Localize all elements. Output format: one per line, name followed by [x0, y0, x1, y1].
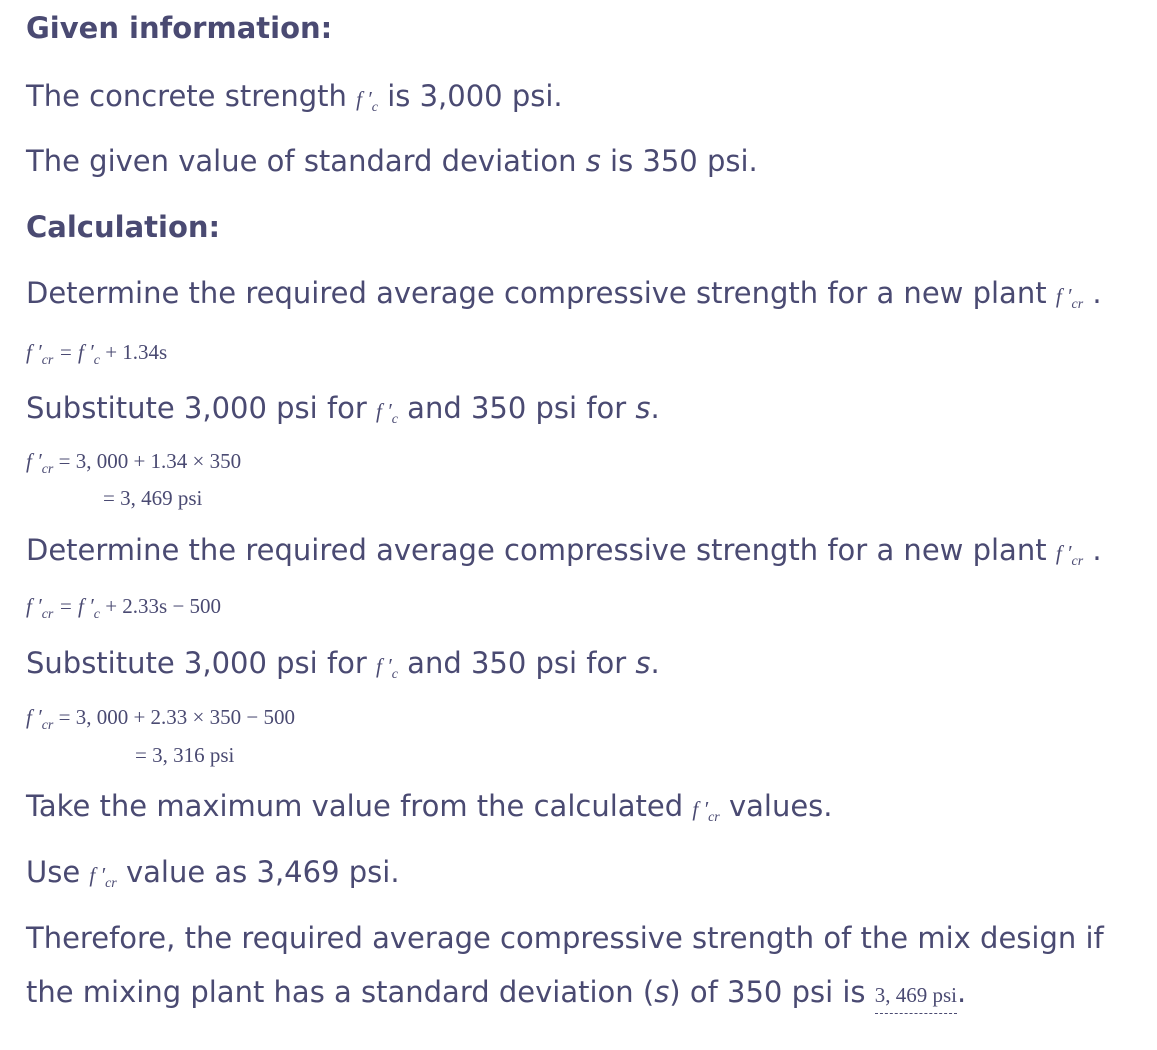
math-fcr: f ′cr [692, 797, 720, 825]
text: is 350 psi. [600, 144, 758, 178]
math-fc: f ′c [376, 399, 398, 427]
text: Determine the required average compressi… [26, 276, 1056, 310]
equation-4-result: = 3, 316 psi [135, 743, 235, 767]
text: Substitute 3,000 psi for [26, 646, 377, 680]
step2-text: Determine the required average compressi… [26, 532, 1102, 580]
text: . [957, 975, 967, 1009]
given-heading: Given information: [26, 11, 333, 45]
text: Determine the required average compressi… [26, 533, 1056, 567]
text: the mixing plant has a standard deviatio… [26, 975, 655, 1009]
conclusion-line1: Therefore, the required average compress… [26, 921, 1104, 955]
text: values. [719, 789, 833, 823]
math-s: s [654, 975, 670, 1009]
text: Use [26, 855, 90, 889]
text: . [650, 391, 660, 425]
equation-2-line1: f ′cr = 3, 000 + 1.34 × 350 [26, 449, 242, 477]
math-s: s [585, 144, 601, 178]
text: is 3,000 psi. [378, 79, 563, 113]
math-fc: f ′c [376, 654, 398, 682]
text: ) of 350 psi is [669, 975, 875, 1009]
math-fcr: f ′cr [1055, 541, 1084, 569]
step1-text: Determine the required average compressi… [26, 275, 1102, 323]
math-s: s [635, 391, 651, 425]
text: . [1083, 533, 1102, 567]
text: Substitute 3,000 psi for [26, 391, 377, 425]
final-answer: 3, 469 psi [874, 983, 958, 1014]
text: . [650, 646, 660, 680]
text: and 350 psi for [397, 646, 636, 680]
text: value as 3,469 psi. [116, 855, 400, 889]
conclusion-line2: the mixing plant has a standard deviatio… [26, 974, 967, 1014]
substitute-2: Substitute 3,000 psi for f ′c and 350 ps… [26, 645, 660, 693]
math-s: s [635, 646, 651, 680]
given-deviation: The given value of standard deviation s … [26, 143, 758, 179]
math-fc: f ′c [356, 87, 378, 115]
equation-2-result: = 3, 469 psi [103, 486, 203, 510]
text: . [1083, 276, 1102, 310]
math-fcr: f ′cr [1055, 284, 1084, 312]
calc-heading: Calculation: [26, 210, 221, 244]
text: Take the maximum value from the calculat… [26, 789, 693, 823]
given-strength: The concrete strength f ′c is 3,000 psi. [26, 78, 563, 126]
equation-3: f ′cr = f ′c + 2.33s − 500 [26, 594, 222, 622]
equation-4-line1: f ′cr = 3, 000 + 2.33 × 350 − 500 [26, 705, 295, 733]
equation-1: f ′cr = f ′c + 1.34s [26, 340, 168, 368]
take-max: Take the maximum value from the calculat… [26, 788, 833, 836]
use-value: Use f ′cr value as 3,469 psi. [26, 854, 400, 902]
text: The given value of standard deviation [26, 144, 586, 178]
math-fcr: f ′cr [89, 863, 117, 891]
text: and 350 psi for [397, 391, 636, 425]
text: The concrete strength [26, 79, 357, 113]
substitute-1: Substitute 3,000 psi for f ′c and 350 ps… [26, 390, 660, 438]
